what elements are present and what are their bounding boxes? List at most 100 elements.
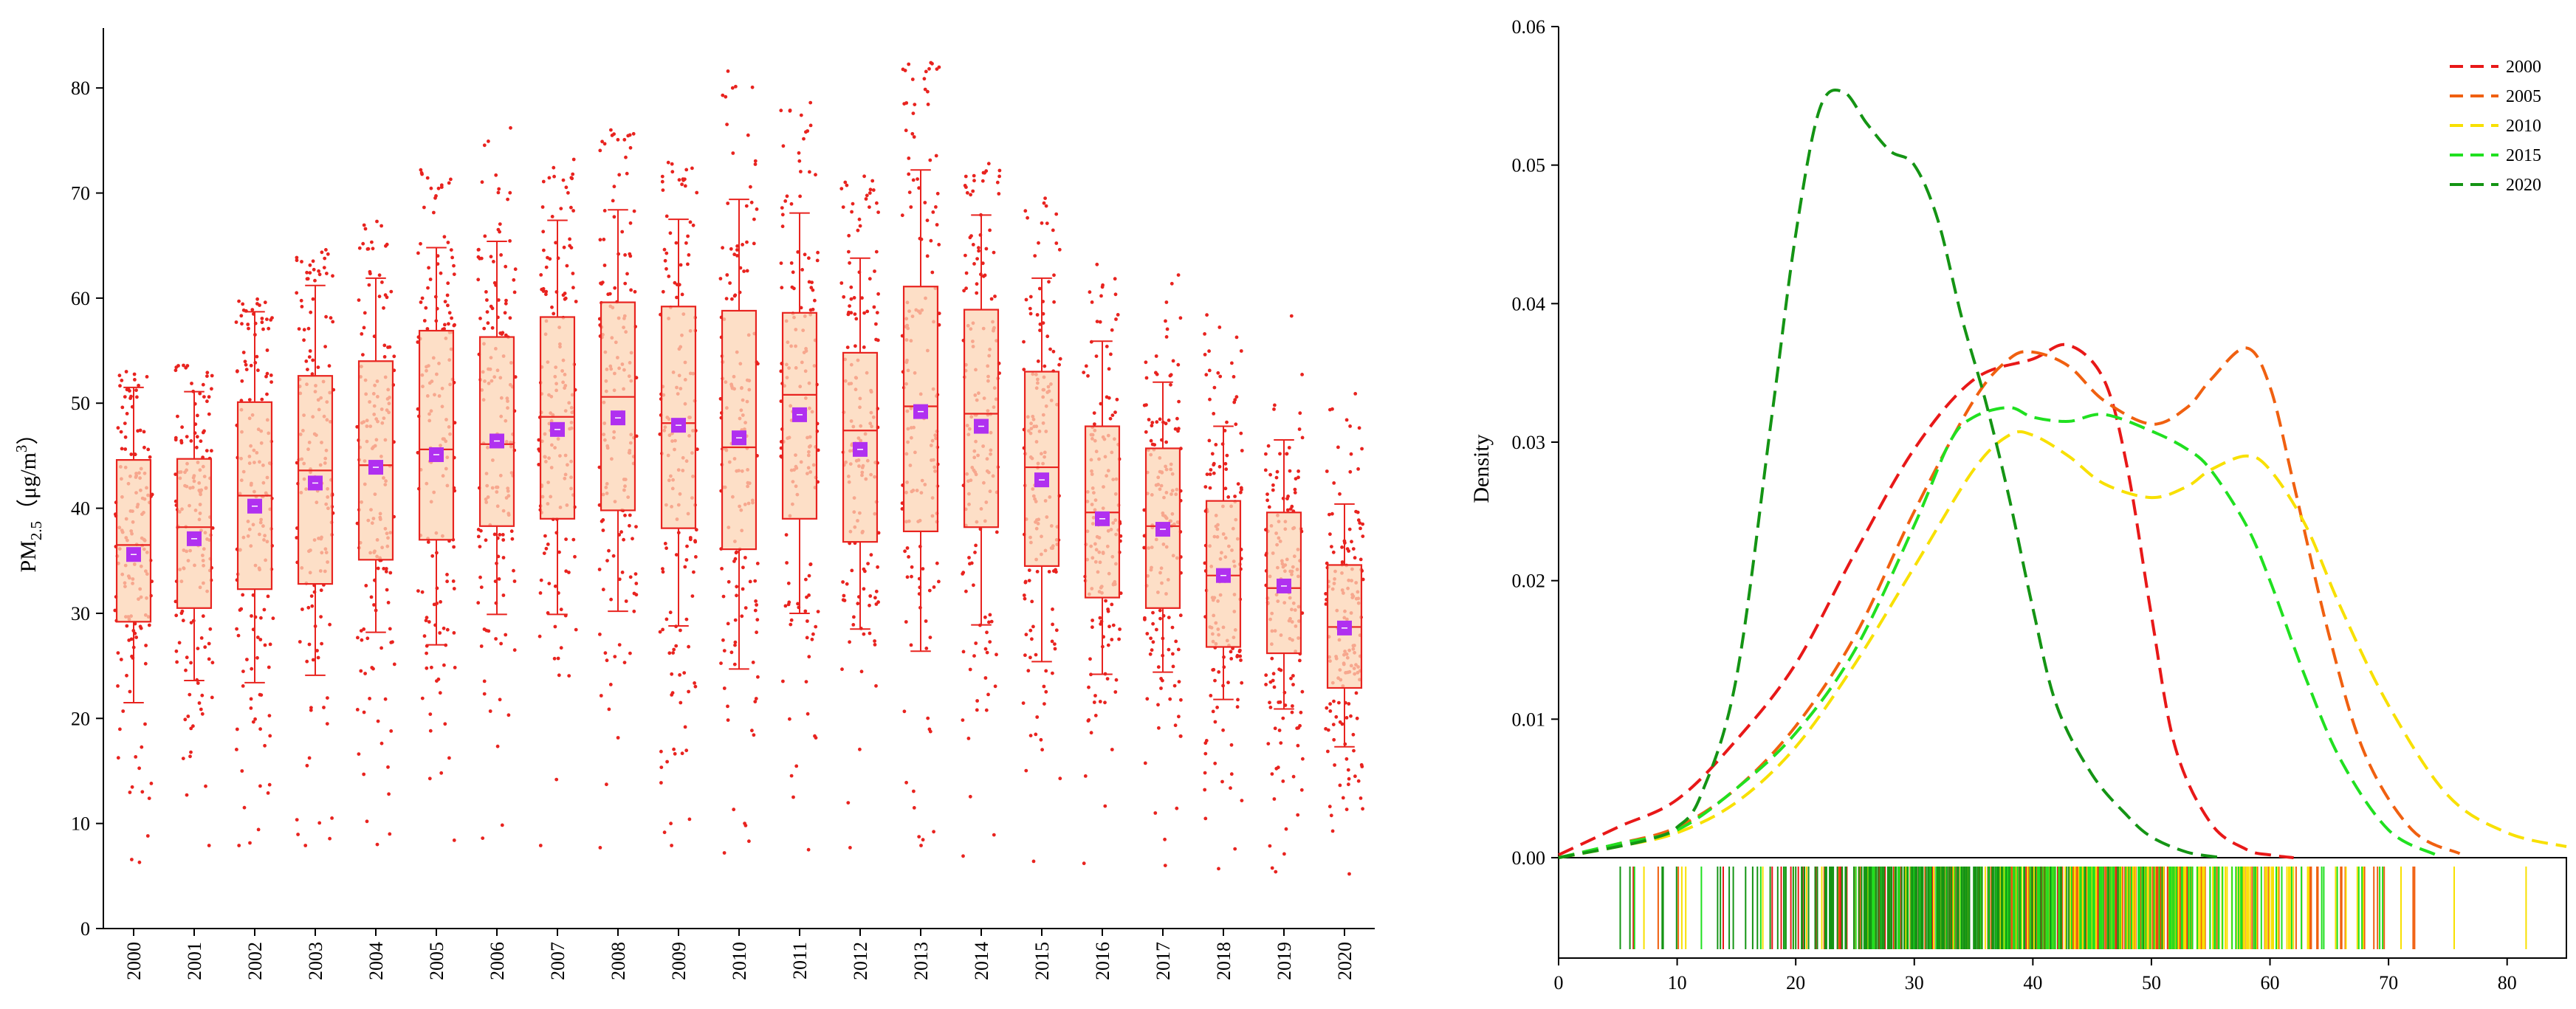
- boxplot-point: [1090, 625, 1094, 630]
- boxplot-point: [425, 327, 430, 331]
- boxplot-point: [658, 630, 662, 634]
- boxplot-point: [317, 269, 320, 273]
- boxplot-point: [266, 791, 270, 795]
- boxplot-point: [205, 449, 209, 452]
- boxplot-point: [1287, 446, 1291, 450]
- boxplot-point: [265, 317, 269, 321]
- boxplot-point: [670, 162, 674, 166]
- boxplot-point: [971, 243, 975, 247]
- boxplot-point: [869, 553, 873, 557]
- boxplot-point: [907, 62, 911, 66]
- boxplot-point: [125, 624, 129, 628]
- boxplot-point: [610, 134, 614, 137]
- boxplot-point: [874, 602, 879, 606]
- boxplot-point: [735, 244, 739, 248]
- boxplot-point: [323, 256, 327, 261]
- boxplot-point: [1337, 700, 1341, 705]
- boxplot-point: [496, 298, 501, 302]
- boxplot-point: [261, 327, 265, 331]
- boxplot-point: [477, 247, 481, 252]
- boxplot-point: [1344, 716, 1349, 720]
- boxplot-point: [1167, 616, 1171, 619]
- boxplot-point: [563, 297, 567, 301]
- boxplot-point: [862, 345, 866, 349]
- boxplot-point: [619, 530, 623, 534]
- boxplot-point: [445, 627, 450, 632]
- boxplot-point: [1155, 372, 1159, 376]
- boxplot-point: [1042, 684, 1046, 689]
- boxplot-point: [189, 726, 193, 731]
- boxplot-point: [622, 137, 627, 142]
- boxplot-point: [498, 698, 502, 702]
- boxplot-point: [1052, 300, 1056, 304]
- boxplot-point: [255, 354, 259, 359]
- boxplot-point: [729, 650, 734, 655]
- boxplot-point: [1279, 741, 1283, 745]
- boxplot-point: [1239, 349, 1243, 353]
- boxplot-point: [489, 304, 493, 309]
- boxplot-point: [119, 430, 123, 434]
- boxplot-point: [1203, 353, 1207, 357]
- boxplot-point: [1110, 413, 1115, 417]
- boxplot-point: [814, 173, 817, 177]
- boxplot-point: [868, 603, 871, 607]
- boxplot-point: [1105, 677, 1110, 681]
- density-x-tick-label: 40: [2023, 972, 2042, 993]
- boxplot-point: [370, 666, 374, 669]
- boxplot-point: [667, 275, 671, 278]
- boxplot-point: [419, 241, 422, 246]
- boxplot-point: [678, 673, 681, 677]
- boxplot-point: [659, 781, 663, 785]
- boxplot-x-tick-label: 2016: [1092, 942, 1113, 980]
- boxplot-point: [1106, 643, 1110, 647]
- boxplot-point: [872, 305, 876, 309]
- boxplot-point: [442, 626, 446, 630]
- boxplot-point: [620, 571, 625, 574]
- density-y-tick-label: 0.03: [1512, 432, 1546, 453]
- boxplot-point: [852, 615, 856, 619]
- boxplot-point: [199, 707, 203, 712]
- boxplot-point: [734, 84, 738, 89]
- boxplot-point: [864, 197, 868, 201]
- boxplot-point: [934, 154, 938, 158]
- boxplot-point: [660, 179, 664, 184]
- boxplot-point: [856, 602, 860, 606]
- boxplot-point: [672, 747, 676, 751]
- boxplot-point: [661, 627, 664, 632]
- boxplot-point: [605, 559, 609, 562]
- boxplot-point: [1359, 526, 1362, 531]
- boxplot-point: [1098, 320, 1102, 324]
- boxplot-point: [810, 280, 814, 284]
- boxplot-point: [571, 286, 575, 290]
- boxplot-point: [123, 395, 127, 399]
- boxplot-point: [788, 109, 792, 112]
- boxplot-point: [600, 140, 604, 144]
- boxplot-point: [268, 734, 272, 738]
- boxplot-point: [513, 267, 518, 272]
- boxplot-point: [179, 441, 184, 445]
- boxplot-point: [552, 311, 556, 316]
- boxplot-point: [661, 188, 665, 192]
- boxplot-point: [1270, 772, 1274, 776]
- boxplot-point: [992, 833, 996, 837]
- boxplot-point: [804, 130, 808, 134]
- boxplot-point: [1277, 700, 1281, 704]
- boxplot-point: [368, 272, 372, 276]
- boxplot-point: [250, 614, 253, 618]
- boxplot-point: [1030, 599, 1034, 604]
- boxplot-point: [1176, 429, 1180, 433]
- boxplot-x-tick-label: 2003: [305, 942, 326, 980]
- boxplot-point: [246, 323, 250, 326]
- boxplot-point: [1277, 667, 1281, 672]
- boxplot-point: [308, 263, 312, 267]
- boxplot-point: [980, 261, 985, 266]
- boxplot-point: [181, 757, 185, 760]
- boxplot-point: [687, 817, 692, 822]
- boxplot-point: [235, 627, 238, 631]
- boxplot-point: [865, 193, 869, 198]
- boxplot-y-tick-label: 80: [71, 78, 90, 99]
- boxplot-point: [805, 595, 808, 599]
- boxplot-point: [1176, 273, 1181, 277]
- boxplot-point: [623, 253, 627, 257]
- boxplot-point: [1346, 768, 1350, 772]
